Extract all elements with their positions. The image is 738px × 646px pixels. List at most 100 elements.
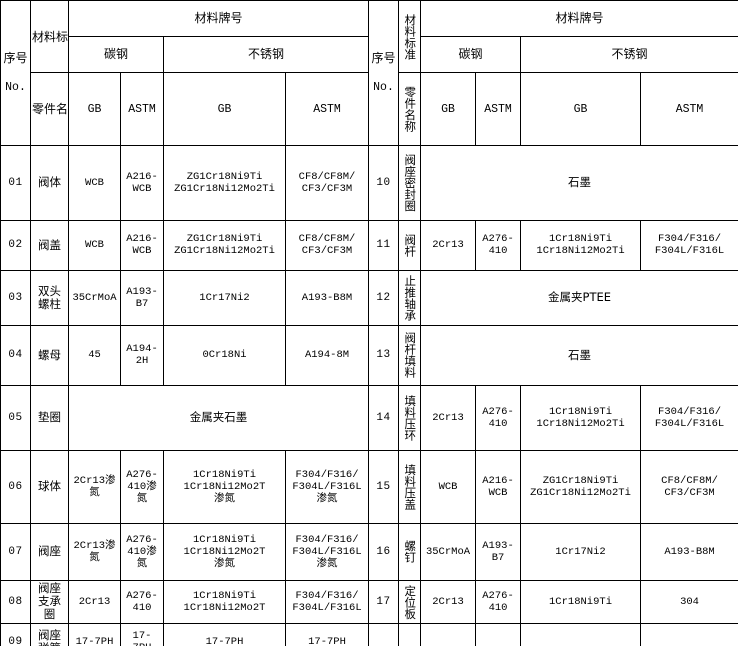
header-seq-cn-right: 序号 bbox=[371, 50, 396, 65]
left-row-6-part-name: 阀座 bbox=[30, 522, 69, 581]
right-row-0-part-name-text: 阀座密封圈 bbox=[403, 154, 418, 212]
left-row-8-no: 09 bbox=[0, 622, 31, 646]
left-row-1-part-name: 阀盖 bbox=[30, 219, 69, 271]
header-stainless-steel-right: 不锈钢 bbox=[520, 36, 738, 74]
right-row-2-merged-value: 金属夹PTEE bbox=[420, 269, 738, 326]
left-row-7-no: 08 bbox=[0, 579, 31, 624]
right-row-6-ss-gb: 1Cr17Ni2 bbox=[520, 522, 642, 581]
right-row-4-part-name: 填料压环 bbox=[398, 384, 422, 451]
left-row-3-part-name: 螺母 bbox=[30, 324, 69, 386]
table-row: 08 阀座 支承 圈 2Cr13 A276- 410 1Cr18Ni9Ti 1Cr18N… bbox=[0, 579, 738, 624]
right-row-2-part-name-text: 止推轴承 bbox=[403, 274, 418, 321]
right-row-1-cs-astm: A276- 410 bbox=[475, 219, 522, 271]
left-row-6-cs-astm: A276- 410渗 氮 bbox=[120, 522, 164, 581]
right-row-7-part-name: 定位板 bbox=[398, 579, 422, 624]
header-seq-right: 序号 No. bbox=[368, 0, 400, 146]
header-material-grade-left: 材料牌号 bbox=[67, 0, 370, 38]
right-row-7-ss-astm: 304 bbox=[640, 579, 738, 624]
left-row-2-no: 03 bbox=[0, 269, 31, 326]
right-row-5-cs-astm: A216- WCB bbox=[475, 449, 522, 524]
left-row-3-no: 04 bbox=[0, 324, 31, 386]
right-row-1-ss-gb: 1Cr18Ni9Ti 1Cr18Ni12Mo2Ti bbox=[520, 219, 642, 271]
left-row-8-part-name: 阀座 弹簧 bbox=[30, 622, 69, 646]
header-seq-left: 序号 No. bbox=[0, 0, 31, 146]
left-row-8-ss-gb: 17-7PH bbox=[163, 622, 286, 646]
left-row-0-no: 01 bbox=[0, 144, 31, 221]
header-seq-cn-left: 序号 bbox=[3, 50, 28, 65]
left-row-1-no: 02 bbox=[0, 219, 31, 271]
header-row-2: 碳钢 不锈钢 碳钢 不锈钢 bbox=[1, 36, 738, 74]
left-row-3-ss-astm: A194-8M bbox=[284, 324, 370, 386]
left-row-0-part-name: 阀体 bbox=[30, 144, 69, 221]
right-row-2-part-name: 止推轴承 bbox=[398, 269, 422, 326]
left-row-6-ss-astm: F304/F316/ F304L/F316L 渗氮 bbox=[284, 522, 370, 581]
right-row-8-ss-astm bbox=[640, 622, 738, 646]
header-row-1: 序号 No. 材料标准 材料牌号 序号 No. 材料标准 材料牌号 bbox=[0, 0, 738, 146]
left-row-7-part-name: 阀座 支承 圈 bbox=[30, 579, 69, 624]
right-row-4-no: 14 bbox=[368, 384, 400, 451]
header-ss-gb-left: GB bbox=[163, 72, 286, 146]
left-row-2-ss-gb: 1Cr17Ni2 bbox=[163, 269, 286, 326]
right-row-5-part-name-text: 填料压盖 bbox=[403, 463, 418, 510]
header-material-standard-right: 材料标准 bbox=[398, 0, 422, 74]
right-row-0-no: 10 bbox=[368, 144, 400, 221]
left-row-2-cs-gb: 35CrMoA bbox=[68, 269, 121, 326]
header-cs-gb-right: GB bbox=[420, 72, 477, 146]
right-row-7-ss-gb: 1Cr18Ni9Ti bbox=[520, 579, 642, 624]
right-row-4-cs-astm: A276- 410 bbox=[475, 384, 522, 451]
left-row-7-ss-gb: 1Cr18Ni9Ti 1Cr18Ni12Mo2T bbox=[163, 579, 286, 624]
left-row-8-ss-astm: 17-7PH bbox=[284, 622, 370, 646]
right-row-8-cs-astm bbox=[475, 622, 522, 646]
header-part-name-right: 零件名称 bbox=[398, 72, 422, 146]
right-row-1-cs-gb: 2Cr13 bbox=[420, 219, 477, 271]
header-row-3: 零件名称 GB ASTM GB ASTM 零件名称 GB ASTM GB AST… bbox=[1, 72, 738, 146]
right-row-3-part-name: 阀杆填料 bbox=[398, 324, 422, 386]
left-row-5-ss-gb: 1Cr18Ni9Ti 1Cr18Ni12Mo2T 渗氮 bbox=[163, 449, 286, 524]
header-material-grade-right: 材料牌号 bbox=[420, 0, 738, 38]
right-row-5-ss-gb: ZG1Cr18Ni9Ti ZG1Cr18Ni12Mo2Ti bbox=[520, 449, 642, 524]
right-row-8-part-name bbox=[398, 622, 422, 646]
header-part-name-left: 零件名称 bbox=[30, 72, 69, 146]
left-row-7-cs-astm: A276- 410 bbox=[120, 579, 164, 624]
left-row-4-no: 05 bbox=[0, 384, 31, 451]
table-row: 02 阀盖 WCB A216- WCB ZG1Cr18Ni9Ti ZG1Cr18Ni12… bbox=[0, 219, 738, 271]
right-row-3-no: 13 bbox=[368, 324, 400, 386]
right-row-7-part-name-text: 定位板 bbox=[403, 584, 418, 620]
right-row-6-part-name-text: 螺钉 bbox=[403, 540, 418, 564]
table-row: 05 垫圈 金属夹石墨 14 填料压环 2Cr13 A276- 410 1Cr18Ni9Ti … bbox=[0, 384, 738, 451]
header-cs-astm-right: ASTM bbox=[475, 72, 522, 146]
right-row-8-ss-gb bbox=[520, 622, 642, 646]
left-row-5-no: 06 bbox=[0, 449, 31, 524]
right-row-5-part-name: 填料压盖 bbox=[398, 449, 422, 524]
left-row-3-ss-gb: 0Cr18Ni bbox=[163, 324, 286, 386]
left-row-5-part-name: 球体 bbox=[30, 449, 69, 524]
header-material-standard-right-text: 材料标准 bbox=[403, 13, 418, 60]
header-carbon-steel-left: 碳钢 bbox=[68, 36, 164, 74]
left-row-2-part-name: 双头 螺柱 bbox=[30, 269, 69, 326]
header-seq-en-right: No. bbox=[373, 80, 394, 94]
header-cs-gb-left: GB bbox=[68, 72, 121, 146]
left-row-0-cs-astm: A216- WCB bbox=[120, 144, 164, 221]
right-row-7-cs-gb: 2Cr13 bbox=[420, 579, 477, 624]
right-row-7-no: 17 bbox=[368, 579, 400, 624]
table-row: 07 阀座 2Cr13渗 氮 A276- 410渗 氮 1Cr18Ni9Ti 1Cr18… bbox=[0, 522, 738, 581]
header-ss-gb-right: GB bbox=[520, 72, 642, 146]
right-row-1-no: 11 bbox=[368, 219, 400, 271]
left-row-2-cs-astm: A193- B7 bbox=[120, 269, 164, 326]
header-seq-en-left: No. bbox=[5, 80, 26, 94]
right-row-4-cs-gb: 2Cr13 bbox=[420, 384, 477, 451]
table-row: 03 双头 螺柱 35CrMoA A193- B7 1Cr17Ni2 A193-B8M 12… bbox=[0, 269, 738, 326]
left-row-6-no: 07 bbox=[0, 522, 31, 581]
right-row-0-part-name: 阀座密封圈 bbox=[398, 144, 422, 221]
right-row-4-ss-astm: F304/F316/ F304L/F316L bbox=[640, 384, 738, 451]
left-row-4-part-name: 垫圈 bbox=[30, 384, 69, 451]
left-row-3-cs-astm: A194- 2H bbox=[120, 324, 164, 386]
table-row: 04 螺母 45 A194- 2H 0Cr18Ni A194-8M 13 阀杆填料 石墨 bbox=[0, 324, 738, 386]
header-ss-astm-left: ASTM bbox=[284, 72, 370, 146]
right-row-1-ss-astm: F304/F316/ F304L/F316L bbox=[640, 219, 738, 271]
left-row-5-ss-astm: F304/F316/ F304L/F316L 渗氮 bbox=[284, 449, 370, 524]
left-row-3-cs-gb: 45 bbox=[68, 324, 121, 386]
left-row-1-cs-astm: A216- WCB bbox=[120, 219, 164, 271]
